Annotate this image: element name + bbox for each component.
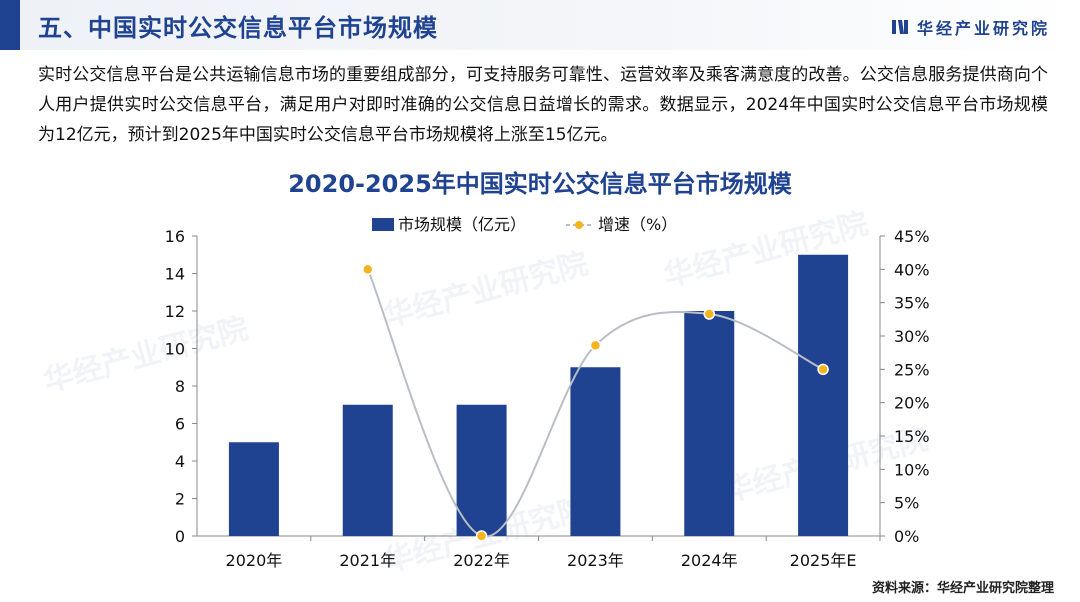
header-band: 五、中国实时公交信息平台市场规模 华经产业研究院 — [0, 0, 1080, 50]
y-left-tick-label: 12 — [165, 302, 185, 321]
growth-point — [475, 530, 488, 542]
source-note: 资料来源：华经产业研究院整理 — [871, 581, 1054, 596]
growth-point — [589, 339, 602, 352]
y-left-tick-label: 10 — [165, 340, 185, 359]
y-right-tick-label: 45% — [894, 227, 930, 246]
bar — [684, 311, 735, 536]
legend-line-label: 增速（%） — [598, 215, 677, 234]
chart-title: 2020-2025年中国实时公交信息平台市场规模 — [288, 170, 793, 198]
y-right-tick-label: 15% — [894, 427, 930, 446]
y-right-tick-label: 25% — [894, 360, 930, 379]
y-left-tick-label: 14 — [165, 265, 185, 284]
x-tick-label: 2020年 — [226, 551, 283, 570]
bar — [342, 404, 393, 536]
y-left-tick-label: 0 — [175, 527, 185, 546]
y-left-tick-label: 4 — [175, 452, 185, 471]
y-right-tick-label: 5% — [894, 494, 919, 513]
bar — [798, 254, 849, 536]
x-tick-label: 2022年 — [453, 551, 510, 570]
bar — [456, 404, 507, 536]
bar — [570, 367, 621, 536]
y-right-tick-label: 30% — [894, 327, 930, 346]
x-tick-label: 2023年 — [567, 551, 624, 570]
y-right-tick-label: 20% — [894, 394, 930, 413]
y-right-tick-label: 0% — [894, 527, 919, 546]
header-accent-bar — [0, 0, 20, 50]
brand-logo-icon — [891, 20, 908, 34]
bar — [228, 442, 279, 536]
intro-paragraph: 实时公交信息平台是公共运输信息市场的重要组成部分，可支持服务可靠性、运营效率及乘… — [38, 65, 1048, 145]
growth-line — [366, 268, 824, 538]
brand: 华经产业研究院 — [891, 15, 1050, 39]
growth-point — [817, 363, 829, 376]
legend-bar-label: 市场规模（亿元） — [398, 215, 526, 234]
y-right-tick-label: 35% — [894, 294, 930, 313]
legend-line-marker — [575, 221, 583, 229]
x-tick-label: 2025年E — [790, 551, 857, 570]
x-tick-label: 2021年 — [339, 551, 396, 570]
y-right-tick-label: 10% — [894, 460, 930, 479]
y-left-tick-label: 16 — [165, 227, 185, 246]
brand-name: 华经产业研究院 — [916, 19, 1050, 38]
page-title: 五、中国实时公交信息平台市场规模 — [38, 14, 438, 42]
y-left-tick-label: 6 — [175, 415, 185, 434]
growth-point — [703, 308, 715, 320]
legend-bar-swatch — [372, 218, 394, 231]
y-right-tick-label: 40% — [894, 260, 930, 279]
x-tick-label: 2024年 — [681, 551, 738, 570]
growth-point — [362, 263, 374, 276]
y-left-tick-label: 2 — [175, 490, 185, 509]
y-left-tick-label: 8 — [175, 377, 185, 396]
